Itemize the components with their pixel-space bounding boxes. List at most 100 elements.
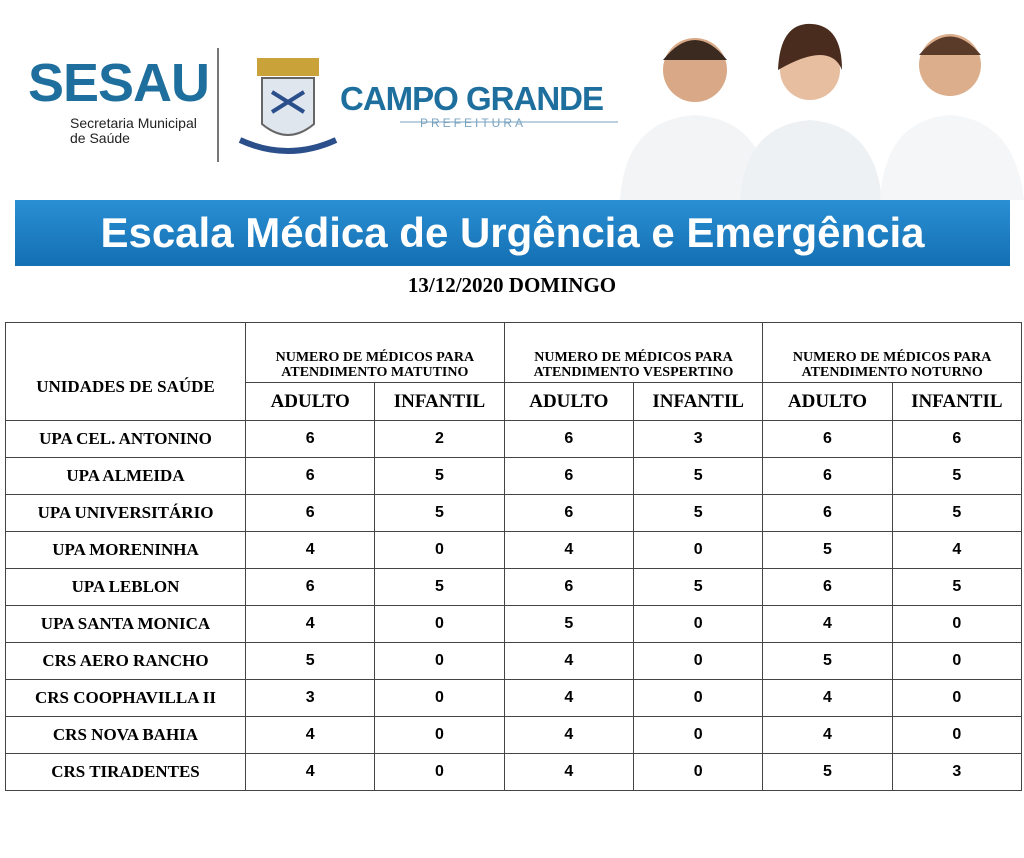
count-cell: 6: [503, 494, 634, 532]
count-cell: 4: [503, 531, 634, 569]
unit-name: UPA CEL. ANTONINO: [5, 420, 246, 458]
count-cell: 5: [891, 568, 1023, 606]
data-row: UPA LEBLON 6 5 6 5 6 5: [5, 568, 1023, 606]
subheader: ADULTO: [244, 382, 376, 421]
count-cell: 4: [244, 531, 376, 569]
count-cell: 4: [891, 531, 1023, 569]
count-cell: 5: [891, 457, 1023, 495]
count-cell: 6: [503, 568, 634, 606]
schedule-table: UNIDADES DE SAÚDE NUMERO DE MÉDICOS PARA …: [5, 322, 1023, 791]
count-cell: 5: [503, 605, 634, 643]
count-cell: 5: [632, 457, 764, 495]
count-cell: 6: [762, 420, 893, 458]
count-cell: 4: [244, 716, 376, 754]
count-cell: 6: [762, 494, 893, 532]
date: 13/12/2020 DOMINGO: [407, 273, 617, 297]
count-cell: 4: [762, 679, 893, 717]
count-cell: 4: [244, 605, 376, 643]
subheader: ADULTO: [762, 382, 893, 421]
count-cell: 5: [632, 494, 764, 532]
count-cell: 0: [891, 716, 1023, 754]
count-cell: 3: [891, 753, 1023, 791]
count-cell: 6: [503, 457, 634, 495]
line: de Saúde: [70, 130, 130, 146]
count-cell: 6: [762, 457, 893, 495]
data-row: CRS NOVA BAHIA 4 0 4 0 4 0: [5, 716, 1023, 754]
city-subtitle: PREFEITURA: [420, 116, 527, 130]
count-cell: 5: [374, 457, 505, 495]
group-header: NUMERO DE MÉDICOS PARA ATENDIMENTO VESPE…: [503, 322, 764, 383]
count-cell: 0: [632, 642, 764, 680]
header-art: [217, 23, 1024, 200]
data-row: CRS AERO RANCHO 5 0 4 0 5 0: [5, 642, 1023, 680]
coat-of-arms: [238, 58, 338, 154]
count-cell: 0: [374, 642, 505, 680]
subheader: INFANTIL: [891, 382, 1023, 421]
count-cell: 5: [632, 568, 764, 606]
count-cell: 4: [503, 716, 634, 754]
unit-name: UPA UNIVERSITÁRIO: [5, 494, 246, 532]
data-row: UPA UNIVERSITÁRIO 6 5 6 5 6 5: [5, 494, 1023, 532]
unit-name: CRS COOPHAVILLA II: [5, 679, 246, 717]
count-cell: 0: [891, 642, 1023, 680]
count-cell: 6: [503, 420, 634, 458]
count-cell: 0: [632, 605, 764, 643]
city: CAMPO GRANDE: [340, 80, 604, 117]
subheader-row: ADULTO INFANTIL ADULTO INFANTIL ADULTO INFANT…: [6, 382, 1023, 421]
subheader: INFANTIL: [632, 382, 764, 421]
count-cell: 0: [374, 605, 505, 643]
corner-cell: UNIDADES DE SAÚDE: [5, 322, 246, 421]
count-cell: 5: [762, 531, 893, 569]
count-cell: 4: [762, 716, 893, 754]
group-header: NUMERO DE MÉDICOS PARA ATENDIMENTO NOTUR…: [762, 322, 1022, 383]
count-cell: 5: [762, 753, 893, 791]
count-cell: 6: [244, 568, 376, 606]
count-cell: 5: [891, 494, 1023, 532]
data-row: UPA MORENINHA 4 0 4 0 5 4: [5, 531, 1023, 569]
line: Secretaria Municipal: [70, 115, 197, 131]
count-cell: 4: [503, 753, 634, 791]
data-row: UPA CEL. ANTONINO 6 2 6 3 6 6: [5, 420, 1023, 458]
count-cell: 5: [762, 642, 893, 680]
logo-subtitle: Secretaria Municipal de Saúde: [70, 116, 197, 146]
count-cell: 0: [632, 753, 764, 791]
count-cell: 0: [632, 679, 764, 717]
count-cell: 5: [374, 494, 505, 532]
unit-name: UPA LEBLON: [5, 568, 246, 606]
count-cell: 0: [632, 531, 764, 569]
subheader: ADULTO: [503, 382, 634, 421]
count-cell: 2: [374, 420, 505, 458]
unit-name: CRS NOVA BAHIA: [5, 716, 246, 754]
group-header: NUMERO DE MÉDICOS PARA ATENDIMENTO MATUT…: [245, 322, 505, 383]
count-cell: 0: [374, 716, 505, 754]
data-row: CRS COOPHAVILLA II 3 0 4 0 4 0: [5, 679, 1023, 717]
unit-name: UPA ALMEIDA: [5, 457, 246, 495]
data-row: CRS TIRADENTES 4 0 4 0 5 3: [5, 753, 1023, 791]
unit-name: UPA SANTA MONICA: [5, 605, 246, 643]
count-cell: 0: [891, 605, 1023, 643]
doctors: [620, 23, 1024, 200]
count-cell: 3: [244, 679, 376, 717]
count-cell: 5: [374, 568, 505, 606]
count-cell: 0: [374, 531, 505, 569]
data-row: UPA SANTA MONICA 4 0 5 0 4 0: [5, 605, 1023, 643]
count-cell: 4: [503, 679, 634, 717]
subheader: INFANTIL: [374, 382, 505, 421]
count-cell: 5: [244, 642, 376, 680]
header-row: UNIDADES DE SAÚDE NUMERO DE MÉDICOS PARA …: [5, 322, 1022, 421]
count-cell: 0: [374, 753, 505, 791]
unit-name: CRS AERO RANCHO: [5, 642, 246, 680]
unit-name: CRS TIRADENTES: [5, 753, 246, 791]
logo: SESAU: [28, 53, 210, 113]
count-cell: 4: [244, 753, 376, 791]
count-cell: 6: [244, 457, 376, 495]
data-row: UPA ALMEIDA 6 5 6 5 6 5: [5, 457, 1023, 495]
count-cell: 4: [503, 642, 634, 680]
count-cell: 0: [374, 679, 505, 717]
count-cell: 4: [762, 605, 893, 643]
count-cell: 6: [244, 420, 376, 458]
count-cell: 0: [632, 716, 764, 754]
unit-name: UPA MORENINHA: [5, 531, 246, 569]
count-cell: 6: [891, 420, 1023, 458]
